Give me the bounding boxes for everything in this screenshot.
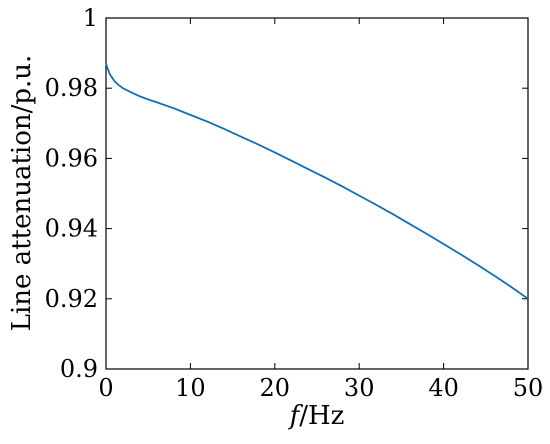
plot-area-frame (105, 17, 529, 370)
series-line (105, 63, 529, 300)
x-tick-label: 10 (175, 374, 206, 402)
y-tick-label: 1 (83, 4, 98, 32)
y-axis-title: Line attenuation/p.u. (7, 55, 37, 332)
y-axis-ticks: 0.9 0.92 0.94 0.96 0.98 1 (45, 4, 528, 383)
y-tick-label: 0.9 (60, 355, 98, 383)
x-tick-label: 0 (98, 374, 113, 402)
x-tick-label: 20 (260, 374, 291, 402)
y-tick-label: 0.94 (45, 215, 98, 243)
x-axis-title: f/Hz (288, 401, 345, 431)
x-tick-label: 30 (344, 374, 375, 402)
x-axis-ticks: 0 10 20 30 40 50 (98, 18, 543, 402)
x-axis-title-unit: /Hz (299, 401, 344, 431)
y-tick-label: 0.92 (45, 285, 98, 313)
y-tick-label: 0.96 (45, 144, 98, 172)
y-tick-label: 0.98 (45, 74, 98, 102)
series-layer (105, 63, 529, 300)
x-tick-label: 50 (513, 374, 544, 402)
x-tick-label: 40 (428, 374, 459, 402)
